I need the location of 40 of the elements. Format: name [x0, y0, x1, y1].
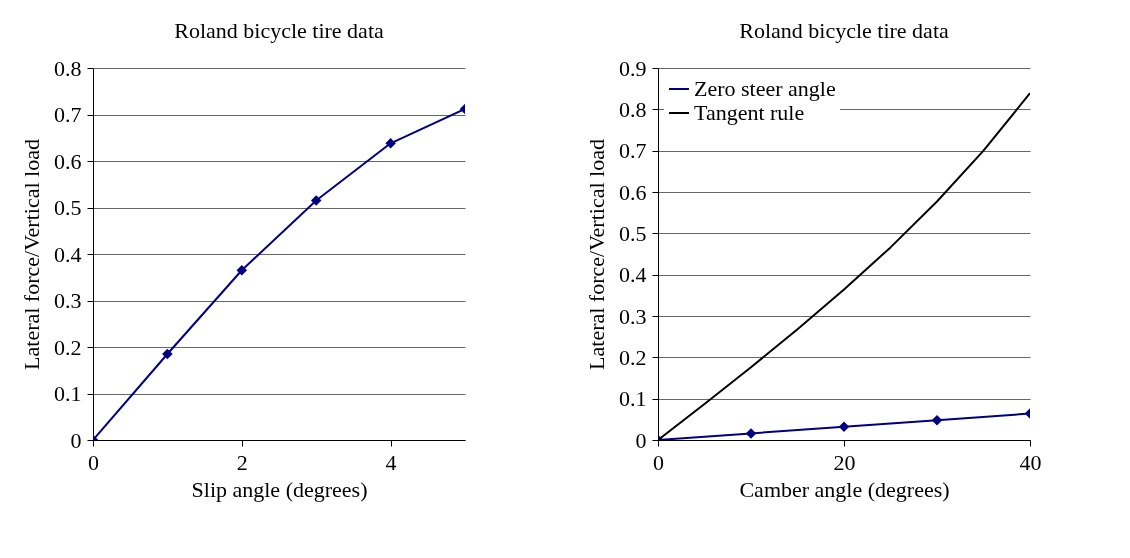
- y-tick-label: 0.5: [619, 220, 647, 246]
- y-tick-label: 0: [70, 427, 82, 453]
- y-axis-title: Lateral force/Vertical load: [584, 139, 609, 370]
- y-tick-label: 0.3: [619, 303, 647, 329]
- y-tick-label: 0.7: [619, 138, 647, 164]
- x-axis-title: Slip angle (degrees): [191, 476, 368, 502]
- x-tick-label: 0: [88, 449, 99, 475]
- legend-label: Zero steer angle: [694, 76, 836, 101]
- point: [931, 414, 943, 426]
- chart-title: Roland bicycle tire data: [739, 18, 949, 43]
- x-tick-label: 0: [653, 449, 664, 475]
- point: [310, 195, 322, 206]
- y-tick-label: 0.1: [619, 386, 647, 412]
- x-tick-label: 20: [833, 449, 856, 475]
- y-tick-label: 0.4: [619, 262, 647, 288]
- point: [745, 428, 757, 439]
- y-tick-label: 0.9: [619, 55, 647, 81]
- x-tick-label: 40: [1019, 449, 1042, 475]
- y-tick-label: 0.8: [54, 55, 82, 81]
- y-tick-label: 0.6: [54, 148, 82, 174]
- y-axis-title: Lateral force/Vertical load: [19, 139, 44, 370]
- y-tick-label: 0.5: [54, 195, 82, 220]
- point: [162, 348, 173, 360]
- x-tick-label: 4: [385, 449, 397, 475]
- y-tick-label: 0: [635, 427, 647, 453]
- y-tick-label: 0.7: [54, 102, 82, 127]
- y-tick-label: 0.2: [619, 344, 647, 370]
- legend-label: Tangent rule: [694, 100, 805, 125]
- chart-title: Roland bicycle tire data: [174, 18, 384, 43]
- y-tick-label: 0.1: [54, 381, 82, 406]
- y-tick-label: 0.8: [619, 96, 647, 122]
- y-tick-label: 0.4: [54, 241, 82, 267]
- point: [838, 421, 850, 433]
- y-tick-label: 0.6: [619, 179, 647, 205]
- y-tick-label: 0.3: [54, 288, 82, 313]
- point: [236, 265, 248, 276]
- x-axis-title: Camber angle (degrees): [739, 476, 950, 502]
- x-tick-label: 2: [236, 449, 248, 475]
- point: [385, 138, 396, 149]
- y-tick-label: 0.2: [54, 334, 82, 360]
